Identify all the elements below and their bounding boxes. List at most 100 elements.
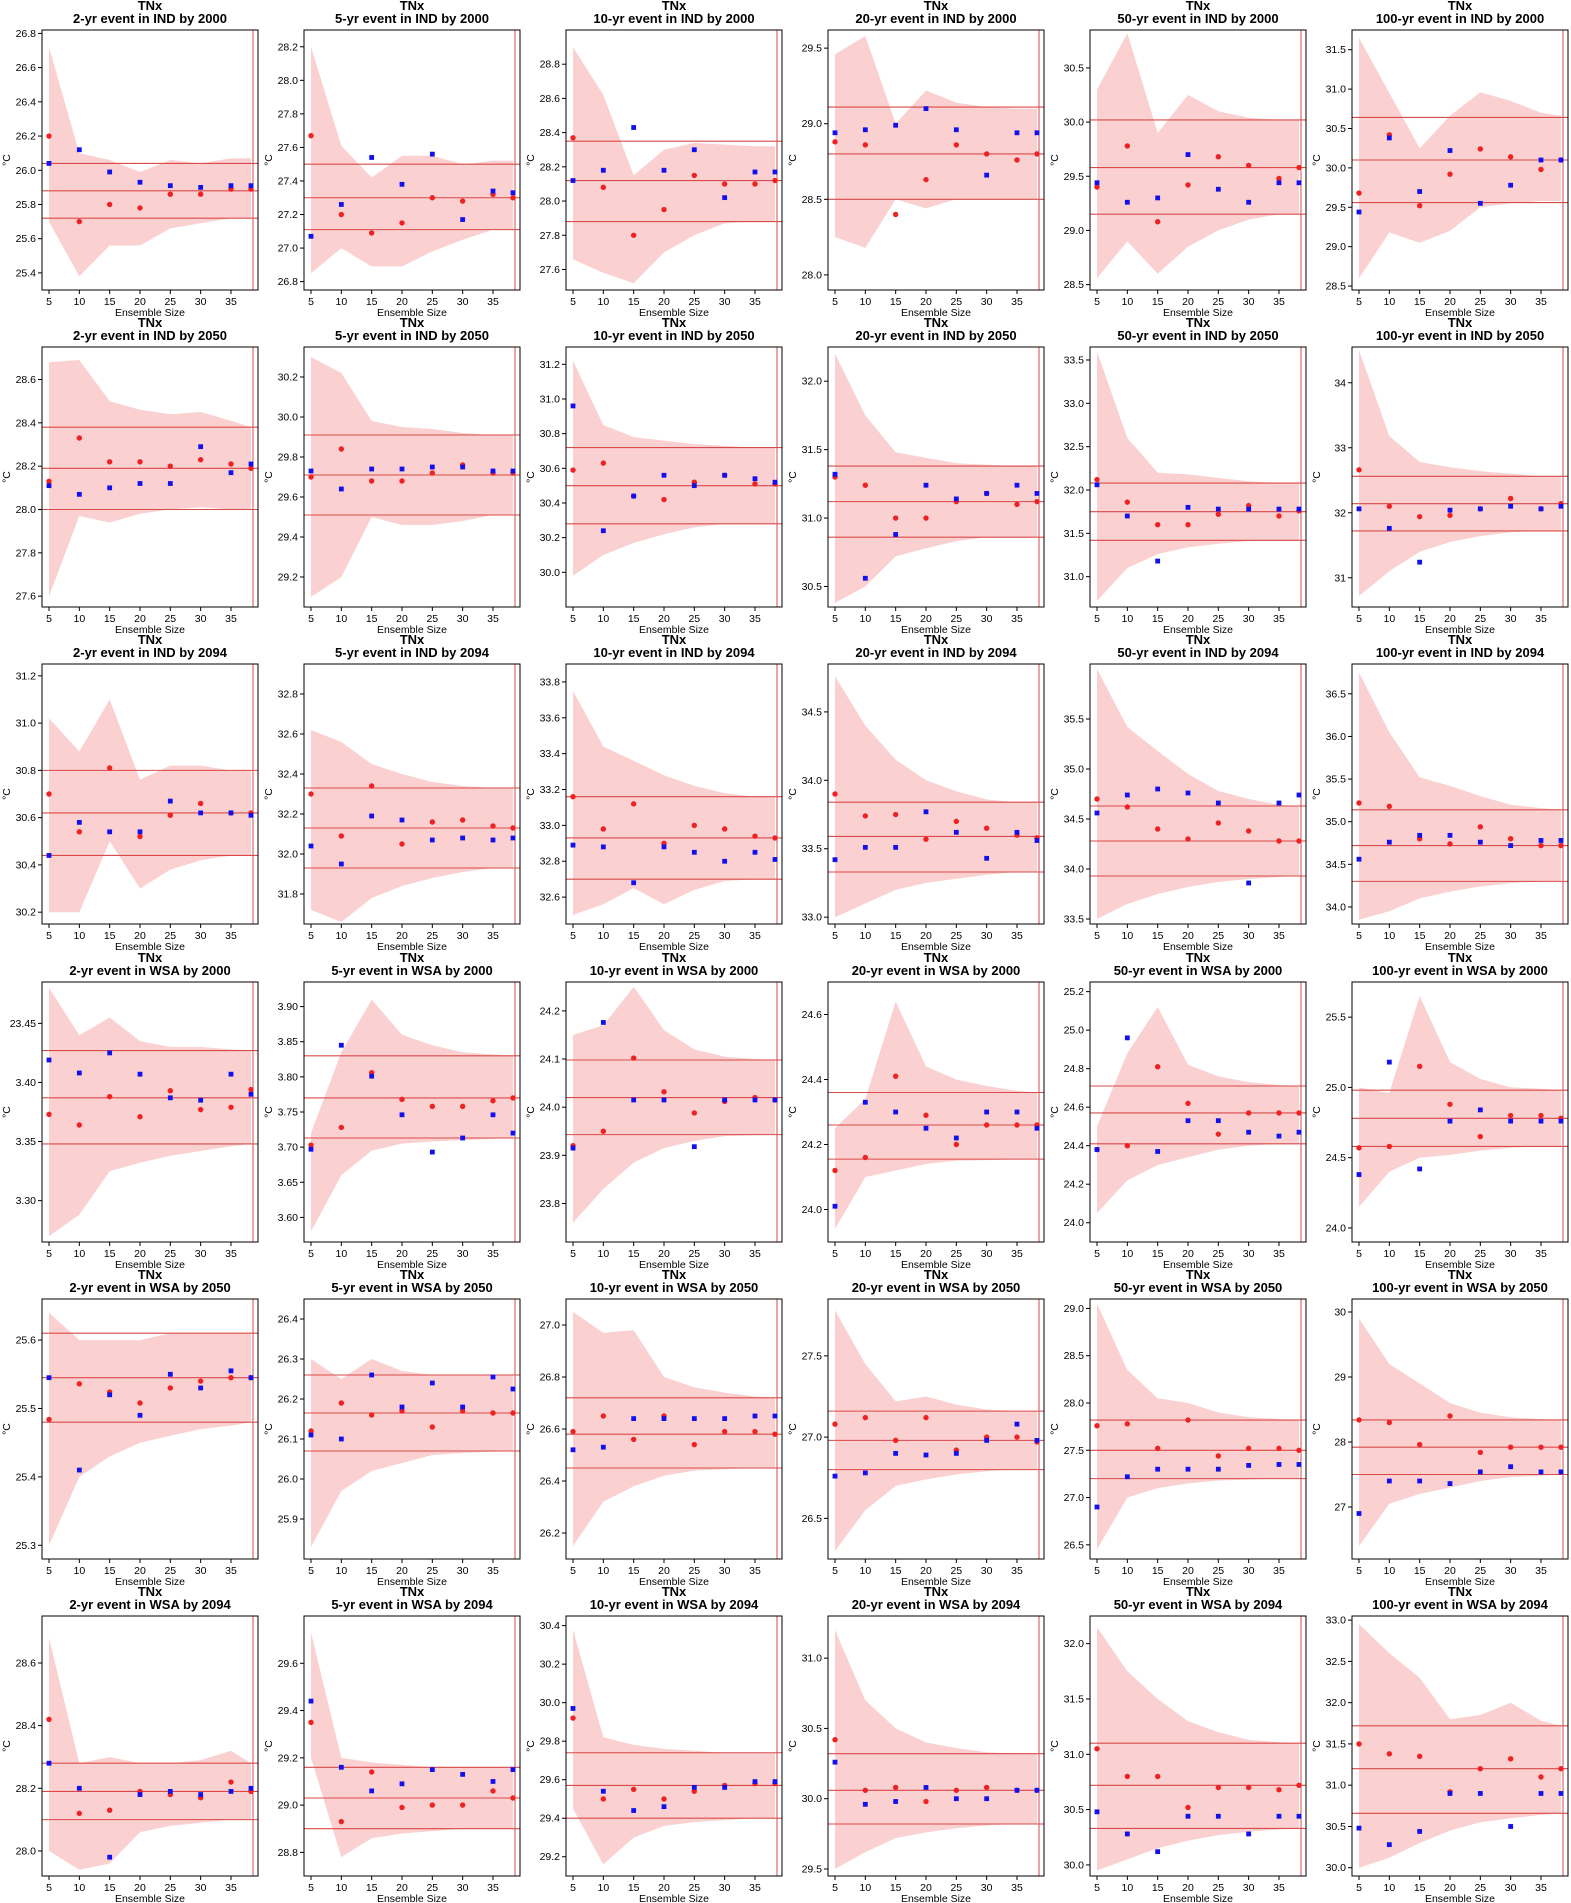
y-tick-label: 3.90 xyxy=(278,1001,299,1013)
red-data-point xyxy=(892,1437,899,1444)
x-tick-label: 30 xyxy=(981,1565,993,1577)
red-data-point xyxy=(1185,521,1191,528)
blue-data-point xyxy=(600,1020,606,1025)
red-data-point xyxy=(1477,1133,1484,1140)
y-tick-label: 28.2 xyxy=(16,1783,37,1795)
confidence-band xyxy=(311,357,513,597)
red-data-point xyxy=(197,456,204,463)
chart-subtitle: 100-yr event in IND by 2000 xyxy=(1376,11,1544,26)
blue-data-point xyxy=(862,1099,868,1105)
chart-title: TNx xyxy=(924,315,949,330)
y-tick-label: 26.6 xyxy=(16,62,37,74)
blue-data-point xyxy=(893,1450,899,1456)
x-tick-label: 30 xyxy=(457,613,469,625)
x-tick-label: 25 xyxy=(164,613,176,625)
x-tick-label: 30 xyxy=(981,296,993,308)
chart-title: TNx xyxy=(400,1267,425,1282)
red-data-point xyxy=(983,151,990,157)
y-tick-label: 28.5 xyxy=(1064,1350,1085,1362)
red-data-point xyxy=(1154,219,1161,225)
blue-data-point xyxy=(1094,180,1100,186)
x-axis-label: Ensemble Size xyxy=(377,1259,447,1271)
blue-data-point xyxy=(1447,1481,1453,1486)
y-tick-label: 27.5 xyxy=(1064,1445,1085,1457)
red-data-point xyxy=(1356,1417,1362,1423)
x-tick-label: 5 xyxy=(308,1565,314,1577)
red-data-point xyxy=(106,459,113,465)
y-tick-label: 30.8 xyxy=(16,765,37,777)
blue-data-point xyxy=(1014,482,1020,488)
chart-title: TNx xyxy=(400,950,425,965)
x-tick-label: 15 xyxy=(890,613,902,625)
red-data-point xyxy=(953,142,960,148)
y-tick-label: 27 xyxy=(1334,1502,1346,1514)
red-data-point xyxy=(1185,1417,1191,1423)
y-axis-label: °C xyxy=(1,1106,13,1118)
red-data-point xyxy=(1245,162,1252,169)
blue-data-point xyxy=(76,819,82,825)
confidence-band xyxy=(835,676,1037,918)
blue-data-point xyxy=(1094,482,1100,488)
red-data-point xyxy=(923,1112,929,1118)
y-tick-label: 30.5 xyxy=(1064,1804,1085,1816)
red-data-point xyxy=(923,1798,929,1805)
red-data-point xyxy=(490,1788,496,1794)
y-tick-label: 26.4 xyxy=(16,96,37,108)
blue-data-point xyxy=(46,1057,52,1063)
x-tick-label: 35 xyxy=(1273,1882,1285,1894)
y-axis-label: °C xyxy=(787,788,799,800)
red-data-point xyxy=(338,446,345,452)
x-tick-label: 15 xyxy=(104,1565,116,1577)
x-tick-label: 30 xyxy=(719,613,731,625)
blue-data-point xyxy=(1246,1831,1252,1837)
blue-data-point xyxy=(490,1374,496,1380)
blue-data-point xyxy=(1246,1463,1252,1468)
red-data-point xyxy=(510,1795,516,1801)
x-axis-label: Ensemble Size xyxy=(1163,307,1233,319)
x-tick-label: 35 xyxy=(225,613,237,625)
blue-data-point xyxy=(1296,792,1302,798)
red-data-point xyxy=(752,481,758,487)
red-data-point xyxy=(368,783,375,789)
red-data-point xyxy=(1124,1773,1131,1780)
blue-data-point xyxy=(1477,200,1483,206)
plot-frame xyxy=(1089,981,1307,1243)
x-tick-label: 35 xyxy=(1535,1565,1547,1577)
blue-data-point xyxy=(1124,1035,1130,1041)
chart-title: TNx xyxy=(138,950,163,965)
blue-data-point xyxy=(893,1109,899,1115)
x-axis-label: Ensemble Size xyxy=(115,941,185,953)
x-tick-label: 5 xyxy=(1356,930,1362,942)
red-data-point xyxy=(923,515,929,521)
red-data-point xyxy=(892,1784,899,1791)
red-data-point xyxy=(1558,842,1564,849)
blue-data-point xyxy=(631,1097,637,1103)
x-tick-label: 35 xyxy=(1535,930,1547,942)
chart-subtitle: 50-yr event in WSA by 2000 xyxy=(1114,963,1283,978)
y-tick-label: 30.5 xyxy=(802,581,823,593)
plot-frame xyxy=(303,346,521,608)
y-tick-label: 30.5 xyxy=(1326,1821,1347,1833)
y-tick-label: 28.5 xyxy=(802,194,823,206)
blue-data-point xyxy=(510,1767,516,1773)
blue-data-point xyxy=(1094,1809,1100,1815)
red-data-point xyxy=(1215,154,1222,160)
blue-data-point xyxy=(600,167,606,173)
blue-data-point xyxy=(722,858,728,864)
blue-data-point xyxy=(722,195,728,201)
y-tick-label: 32.6 xyxy=(540,892,561,904)
y-tick-label: 34.0 xyxy=(1326,901,1347,913)
blue-data-point xyxy=(772,1097,778,1103)
plot-frame xyxy=(41,981,259,1243)
y-tick-label: 26.8 xyxy=(540,1372,561,1384)
x-axis-label: Ensemble Size xyxy=(639,624,709,636)
x-tick-label: 30 xyxy=(195,1882,207,1894)
x-tick-label: 15 xyxy=(1414,1248,1426,1260)
y-tick-label: 33 xyxy=(1334,442,1346,454)
x-tick-label: 35 xyxy=(749,1565,761,1577)
blue-data-point xyxy=(772,169,778,175)
plot-frame xyxy=(827,1298,1045,1560)
y-tick-label: 31.0 xyxy=(1064,1749,1085,1761)
plot-frame xyxy=(1089,1615,1307,1877)
x-tick-label: 35 xyxy=(225,296,237,308)
